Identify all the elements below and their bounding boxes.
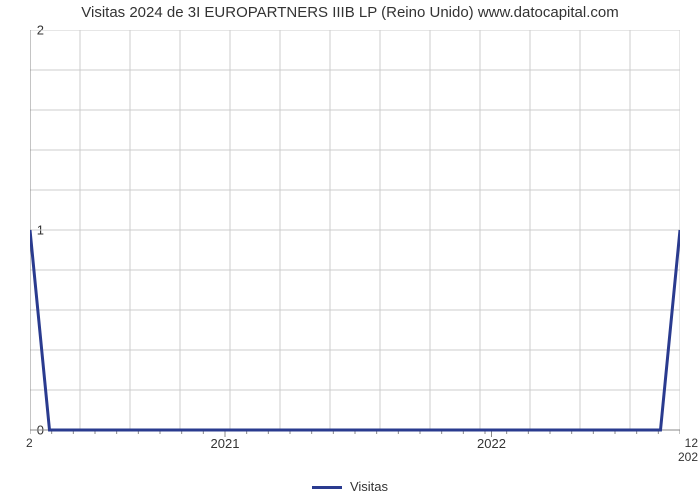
- plot-svg: [30, 30, 680, 440]
- chart-title: Visitas 2024 de 3I EUROPARTNERS IIIB LP …: [0, 4, 700, 21]
- legend-line-swatch: [312, 486, 342, 489]
- chart-container: Visitas 2024 de 3I EUROPARTNERS IIIB LP …: [0, 0, 700, 500]
- legend: Visitas: [0, 479, 700, 494]
- plot-area: [30, 30, 680, 430]
- x-corner-right: 12 202: [678, 436, 698, 464]
- legend-label: Visitas: [350, 479, 388, 494]
